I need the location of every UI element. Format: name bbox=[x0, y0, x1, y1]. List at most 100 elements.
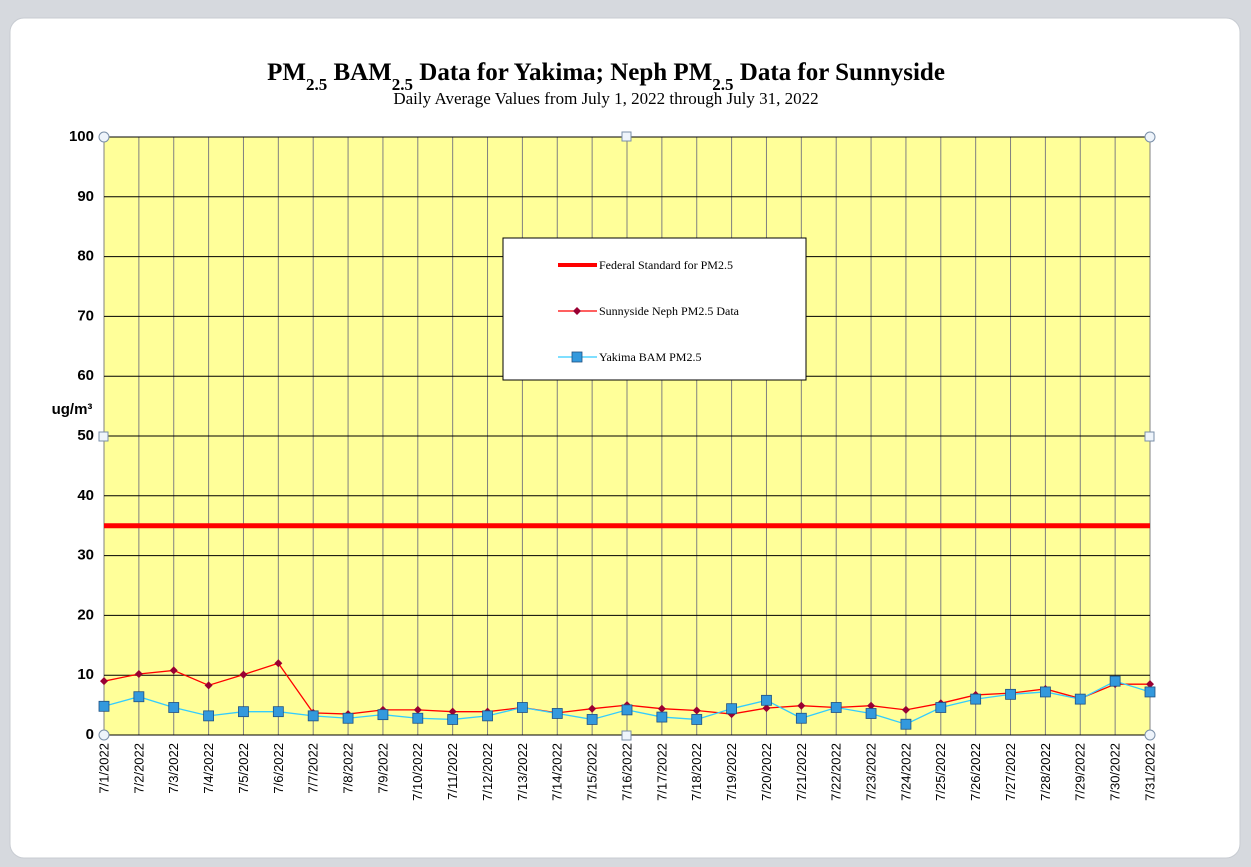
point bbox=[761, 694, 772, 706]
point bbox=[970, 693, 982, 705]
point bbox=[204, 681, 213, 690]
y-tick-label: 10 bbox=[77, 666, 94, 683]
legend bbox=[502, 237, 807, 381]
point bbox=[272, 706, 284, 718]
point bbox=[203, 710, 215, 722]
point bbox=[169, 666, 178, 675]
series bbox=[98, 675, 1156, 730]
point bbox=[865, 708, 877, 719]
x-tick-label: 7/3/2022 bbox=[166, 743, 181, 794]
x-tick-label: 7/23/2022 bbox=[864, 743, 879, 801]
x-tick-label: 7/21/2022 bbox=[794, 743, 809, 801]
x-tick-label: 7/29/2022 bbox=[1073, 743, 1088, 801]
handle bbox=[621, 730, 632, 741]
point bbox=[238, 706, 249, 718]
point bbox=[1074, 693, 1086, 705]
point bbox=[377, 709, 389, 721]
point bbox=[447, 714, 459, 725]
point bbox=[621, 704, 633, 716]
point bbox=[1146, 680, 1154, 689]
x-tick-label: 7/24/2022 bbox=[898, 743, 913, 801]
point bbox=[551, 708, 563, 719]
point bbox=[342, 712, 354, 724]
point bbox=[98, 700, 110, 712]
point bbox=[412, 712, 424, 724]
point bbox=[307, 710, 319, 722]
point bbox=[588, 704, 597, 713]
x-tick-label: 7/6/2022 bbox=[271, 743, 286, 794]
x-tick-label: 7/5/2022 bbox=[236, 743, 251, 794]
legend-label: Yakima BAM PM2.5 bbox=[599, 350, 701, 364]
point bbox=[657, 704, 666, 713]
x-tick-label: 7/19/2022 bbox=[724, 743, 739, 801]
point bbox=[762, 704, 771, 713]
handle bbox=[98, 729, 110, 741]
handle bbox=[621, 131, 632, 142]
x-tick-label: 7/26/2022 bbox=[968, 743, 983, 801]
point bbox=[867, 701, 876, 710]
x-tick-label: 7/27/2022 bbox=[1003, 743, 1018, 801]
chart-subtitle: Daily Average Values from July 1, 2022 t… bbox=[393, 89, 818, 108]
legend-marker bbox=[571, 351, 583, 363]
handle bbox=[98, 131, 110, 143]
legend-label: Sunnyside Neph PM2.5 Data bbox=[599, 304, 740, 318]
point bbox=[100, 677, 108, 686]
point bbox=[482, 710, 493, 722]
x-tick-label: 7/8/2022 bbox=[341, 743, 356, 794]
x-tick-label: 7/30/2022 bbox=[1108, 743, 1123, 801]
x-tick-label: 7/7/2022 bbox=[306, 743, 321, 794]
y-tick-label: 100 bbox=[69, 128, 94, 145]
x-tick-label: 7/1/2022 bbox=[96, 743, 111, 794]
point bbox=[691, 714, 703, 725]
point bbox=[133, 691, 145, 703]
y-tick-label: 0 bbox=[86, 726, 94, 743]
x-tick-label: 7/2/2022 bbox=[131, 743, 146, 794]
x-tick-label: 7/13/2022 bbox=[515, 743, 530, 801]
x-tick-label: 7/20/2022 bbox=[759, 743, 774, 801]
point bbox=[586, 714, 598, 725]
point bbox=[1144, 686, 1156, 698]
x-tick-label: 7/11/2022 bbox=[445, 743, 460, 800]
legend-label: Federal Standard for PM2.5 bbox=[599, 258, 733, 272]
x-tick-label: 7/22/2022 bbox=[829, 743, 844, 801]
y-tick-label: 90 bbox=[77, 188, 94, 205]
point bbox=[168, 702, 180, 713]
handle bbox=[1144, 729, 1156, 741]
selection-handles bbox=[98, 131, 1156, 741]
point bbox=[448, 707, 457, 716]
x-tick-label: 7/18/2022 bbox=[689, 743, 704, 801]
x-tick-label: 7/25/2022 bbox=[933, 743, 948, 801]
y-tick-label: 80 bbox=[77, 248, 94, 265]
x-tick-label: 7/9/2022 bbox=[375, 743, 390, 794]
point bbox=[517, 702, 528, 713]
point bbox=[656, 711, 668, 723]
legend-marker bbox=[573, 307, 581, 315]
y-axis-label: ug/m³ bbox=[52, 401, 93, 418]
handle bbox=[1144, 131, 1156, 143]
y-tick-label: 40 bbox=[77, 487, 94, 504]
x-tick-label: 7/12/2022 bbox=[480, 743, 495, 801]
point bbox=[274, 659, 283, 668]
y-tick-label: 30 bbox=[77, 547, 94, 564]
y-tick-label: 50 bbox=[77, 427, 94, 444]
chart-title: PM2.5 BAM2.5 Data for Yakima; Neph PM2.5… bbox=[267, 59, 945, 94]
x-tick-label: 7/28/2022 bbox=[1038, 743, 1053, 801]
point bbox=[900, 718, 912, 730]
point bbox=[901, 705, 910, 714]
point bbox=[134, 670, 143, 679]
point bbox=[1040, 686, 1051, 698]
point bbox=[1109, 675, 1121, 687]
y-tick-label: 70 bbox=[77, 307, 94, 324]
plot-area bbox=[103, 136, 1151, 736]
x-tick-label: 7/4/2022 bbox=[201, 743, 216, 794]
x-tick-label: 7/14/2022 bbox=[550, 743, 565, 801]
point bbox=[1005, 688, 1016, 700]
y-tick-label: 60 bbox=[77, 367, 94, 384]
x-tick-label: 7/17/2022 bbox=[654, 743, 669, 801]
point bbox=[795, 712, 807, 724]
x-tick-label: 7/10/2022 bbox=[410, 743, 425, 801]
point bbox=[830, 702, 842, 713]
x-tick-label: 7/16/2022 bbox=[619, 743, 634, 801]
point bbox=[239, 670, 248, 679]
